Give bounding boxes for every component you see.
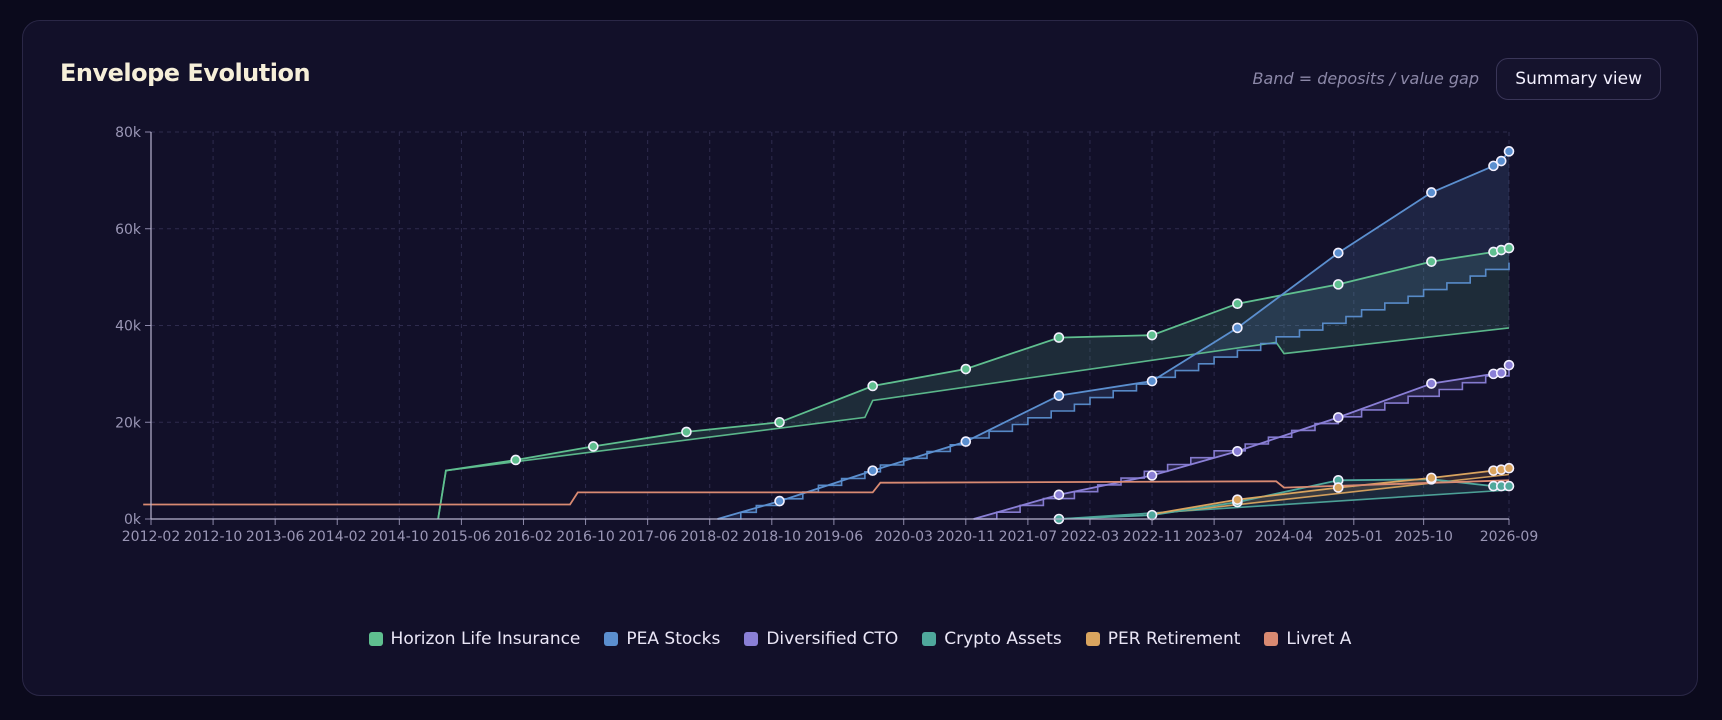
legend-swatch [922, 632, 937, 646]
horizon-life-insurance-point [1232, 298, 1243, 310]
x-tick-label: 2015-06 [432, 529, 491, 545]
envelope-chart: 2012-02 2012-10 2013-06 2014-02 2014-10 2015-… [115, 125, 1538, 545]
horizon-life-insurance-point [1503, 242, 1515, 254]
x-tick-label: 2021-07 [999, 529, 1058, 545]
pea-stocks-point [1332, 247, 1344, 259]
x-tick-label: 2020-11 [937, 529, 996, 545]
pea-stocks-point [774, 495, 785, 507]
x-tick-label: 2022-03 [1061, 529, 1120, 545]
per-retirement-point [1232, 494, 1243, 505]
x-tick-label: 2014-02 [308, 529, 367, 545]
legend-item-pea-stocks[interactable]: PEA Stocks [604, 629, 720, 649]
x-tick-label: 2017-06 [618, 529, 677, 545]
pea-stocks-point [1426, 187, 1437, 198]
chart-card: Envelope Evolution Band = deposits / val… [22, 20, 1698, 696]
legend-label: Diversified CTO [766, 629, 899, 649]
diversified-cto-point [1503, 359, 1515, 371]
diversified-cto-point [1426, 378, 1437, 389]
x-tick-label: 2020-03 [874, 529, 933, 545]
crypto-assets-point [1146, 509, 1158, 521]
pea-stocks-point [960, 436, 972, 447]
x-tick-label: 2016-10 [556, 529, 615, 545]
diversified-cto-deposit-line [973, 369, 1510, 520]
pea-stocks-point [1232, 322, 1243, 334]
horizon-life-insurance-point [588, 441, 599, 452]
legend-swatch [744, 632, 759, 646]
horizon-life-insurance-point [1332, 279, 1344, 290]
diversified-cto-point [1232, 445, 1243, 457]
x-tick-label: 2022-11 [1123, 529, 1182, 545]
legend-item-diversified-cto[interactable]: Diversified CTO [744, 629, 898, 649]
legend-item-per-retirement[interactable]: PER Retirement [1085, 629, 1241, 649]
pea-stocks-point [1503, 146, 1515, 157]
pea-stocks-point [1146, 375, 1158, 387]
horizon-life-insurance-point [774, 416, 785, 428]
x-tick-label: 2025-10 [1394, 529, 1453, 545]
y-tick-label: 40k [115, 319, 142, 335]
legend-label: Horizon Life Insurance [390, 629, 581, 649]
data-markers [510, 146, 1515, 525]
x-tick-label: 2014-10 [370, 529, 429, 545]
x-tick-label: 2024-04 [1255, 529, 1314, 545]
y-tick-label: 0k [124, 512, 142, 528]
y-tick-label: 80k [115, 125, 142, 141]
deposit-bands [438, 151, 1510, 519]
card-title: Envelope Evolution [60, 59, 311, 87]
horizon-life-insurance-point [867, 380, 878, 392]
legend-label: Livret A [1286, 629, 1352, 649]
horizon-life-insurance-value-line [437, 247, 1510, 520]
summary-view-button[interactable]: Summary view [1496, 58, 1661, 100]
crypto-assets-point [1503, 480, 1515, 492]
legend-item-crypto-assets[interactable]: Crypto Assets [922, 629, 1062, 649]
per-retirement-deposit-line [1151, 473, 1510, 515]
horizon-life-insurance-point [1146, 329, 1158, 341]
horizon-life-insurance-point [510, 454, 522, 466]
chart-legend: Horizon Life Insurance PEA Stocks Diversif… [23, 629, 1697, 649]
diversified-cto-point [1495, 367, 1507, 379]
pea-stocks-point [1488, 160, 1499, 172]
legend-label: PEA Stocks [626, 629, 721, 649]
per-retirement-point [1426, 472, 1437, 484]
legend-swatch [1264, 632, 1279, 646]
horizon-life-insurance-point [1426, 256, 1437, 267]
horizon-life-insurance-point [1053, 332, 1065, 343]
x-tick-label: 2018-10 [743, 529, 802, 545]
legend-swatch [368, 632, 383, 646]
x-tick-label: 2026-09 [1480, 529, 1539, 545]
horizon-life-insurance-point [681, 426, 692, 438]
pea-stocks-point [867, 465, 878, 476]
y-tick-label: 20k [115, 415, 142, 431]
per-retirement-point [1503, 462, 1515, 474]
crypto-assets-deposit-line [1058, 489, 1510, 520]
y-tick-label: 60k [115, 222, 142, 238]
pea-stocks-deposit-line [717, 262, 1510, 520]
x-tick-label: 2019-06 [805, 529, 864, 545]
per-retirement-point [1332, 482, 1344, 493]
x-tick-label: 2012-10 [184, 529, 243, 545]
legend-swatch [1085, 632, 1100, 646]
livret-a-value-line [143, 479, 1510, 506]
diversified-cto-point [1146, 470, 1158, 481]
diversified-cto-point [1053, 489, 1065, 501]
x-tick-label: 2025-01 [1325, 529, 1384, 545]
x-tick-label: 2013-06 [246, 529, 305, 545]
legend-label: Crypto Assets [944, 629, 1062, 649]
pea-stocks-point [1053, 390, 1065, 401]
horizon-life-insurance-point [960, 363, 972, 375]
legend-item-horizon-life-insurance[interactable]: Horizon Life Insurance [368, 629, 581, 649]
x-tick-label: 2018-02 [680, 529, 739, 545]
diversified-cto-point [1332, 412, 1344, 423]
band-hint: Band = deposits / value gap [1252, 69, 1479, 88]
horizon-life-insurance-band [438, 248, 1510, 519]
x-tick-label: 2012-02 [122, 529, 181, 545]
pea-stocks-point [1495, 155, 1507, 167]
x-tick-label: 2023-07 [1185, 529, 1244, 545]
legend-label: PER Retirement [1107, 629, 1241, 649]
x-tick-label: 2016-02 [494, 529, 553, 545]
axes: 2012-02 2012-10 2013-06 2014-02 2014-10 2015-… [115, 125, 1538, 545]
legend-item-livret-a[interactable]: Livret A [1264, 629, 1351, 649]
legend-swatch [604, 632, 619, 646]
